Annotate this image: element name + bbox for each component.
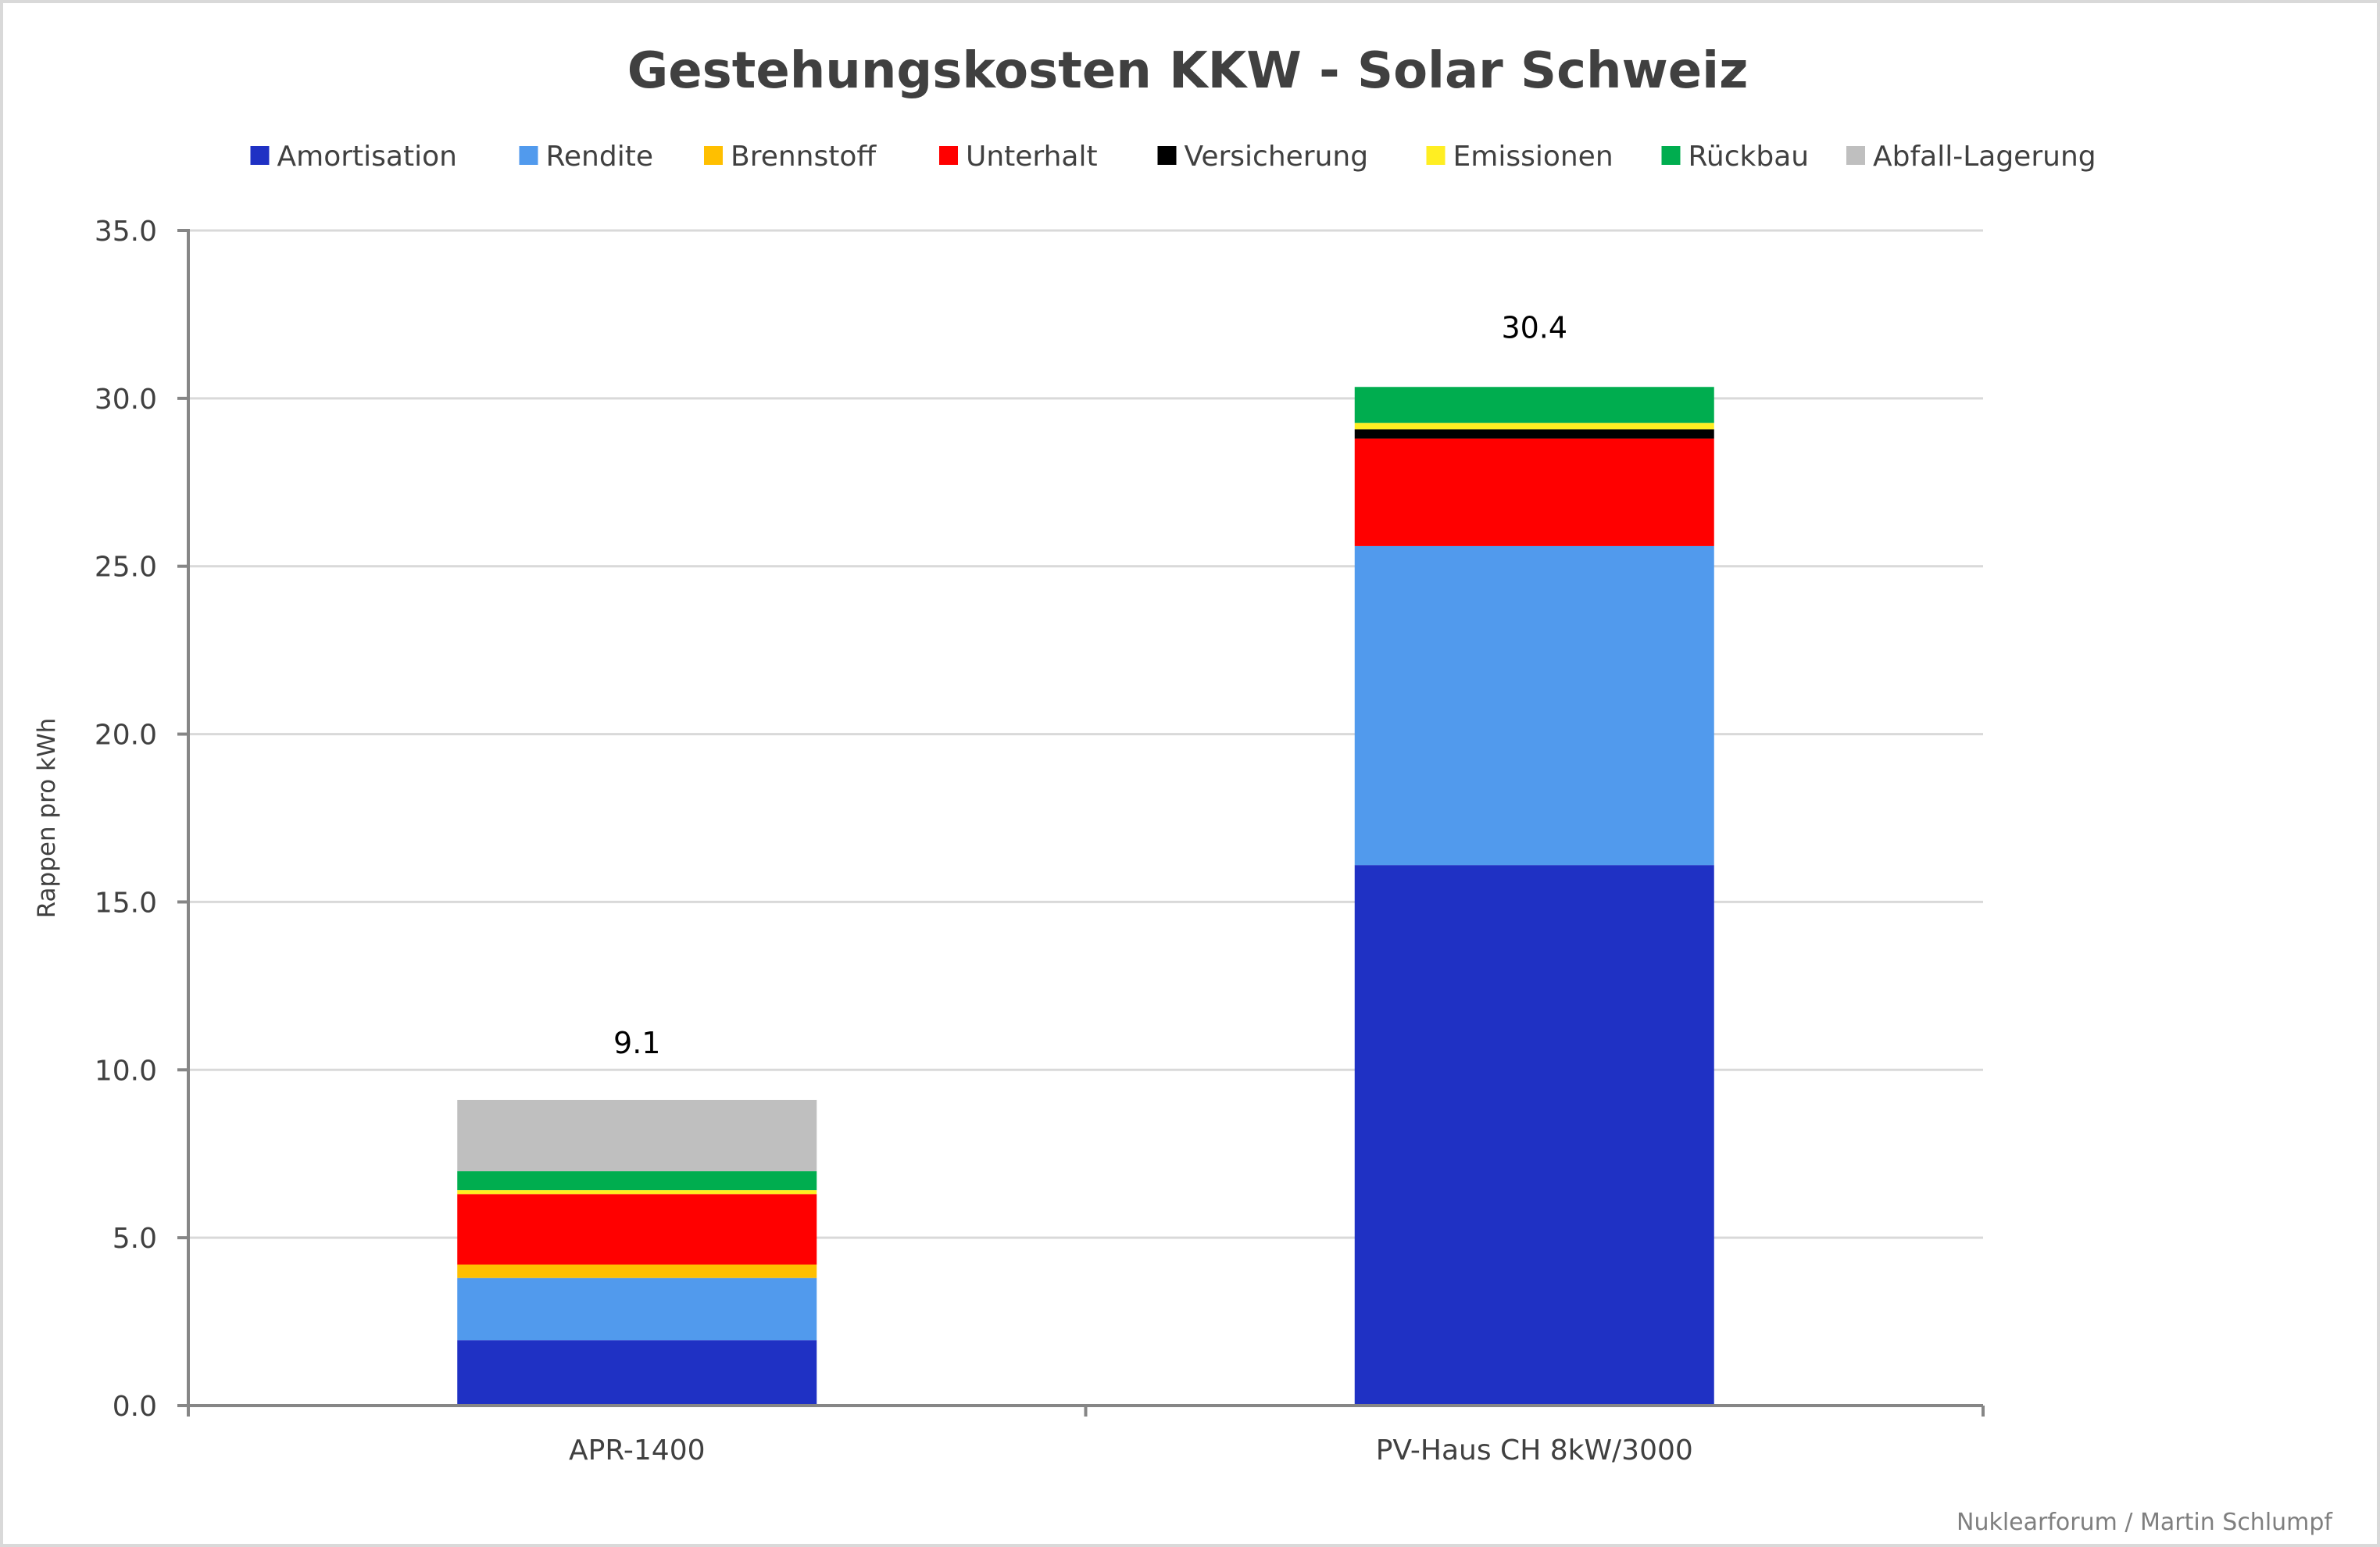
legend-label: Amortisation: [277, 141, 457, 173]
y-axis-title: Rappen pro kWh: [33, 718, 61, 919]
bar-stack-0: [457, 1099, 817, 1406]
legend: Amortisation Rendite Brennstoff Unterhalt Ve…: [250, 141, 2096, 173]
legend-item-amortisation: Amortisation: [250, 141, 457, 173]
bar-segment-r-ckbau: [457, 1171, 817, 1191]
legend-label: Rückbau: [1689, 141, 1810, 173]
legend-item-unterhalt: Unterhalt: [939, 141, 1098, 173]
y-tick-label: 20.0: [95, 720, 157, 752]
legend-item-rendite: Rendite: [519, 141, 653, 173]
legend-swatch: [519, 146, 538, 165]
legend-label: Abfall-Lagerung: [1873, 141, 2096, 173]
legend-label: Emissionen: [1453, 141, 1613, 173]
bar-segment-rendite: [1354, 545, 1714, 866]
bar-stack-1: [1354, 387, 1714, 1406]
legend-label: Rendite: [546, 141, 653, 173]
y-tick-label: 0.0: [113, 1391, 157, 1423]
bar-segment-emissionen: [457, 1190, 817, 1195]
source-note: Nuklearforum / Martin Schlumpf: [1957, 1509, 2333, 1536]
data-labels: 9.1 30.4: [613, 311, 1567, 1060]
bar-segment-rendite: [457, 1277, 817, 1341]
legend-label: Unterhalt: [966, 141, 1098, 173]
legend-label: Versicherung: [1185, 141, 1369, 173]
bar-segment-amortisation: [1354, 865, 1714, 1406]
legend-swatch: [1661, 146, 1681, 165]
bars: [457, 387, 1714, 1406]
total-label: 30.4: [1501, 311, 1567, 345]
legend-label: Brennstoff: [731, 141, 877, 173]
y-tick-label: 30.0: [95, 384, 157, 416]
bar-segment-r-ckbau: [1354, 387, 1714, 423]
x-tick-label: APR-1400: [569, 1434, 706, 1467]
legend-item-r-ckbau: Rückbau: [1661, 141, 1810, 173]
legend-swatch: [1426, 146, 1446, 165]
bar-segment-abfall-lagerung: [457, 1099, 817, 1172]
bar-segment-emissionen: [1354, 423, 1714, 430]
legend-item-brennstoff: Brennstoff: [704, 141, 877, 173]
x-tick-label: PV-Haus CH 8kW/3000: [1376, 1434, 1693, 1467]
y-tick-label: 5.0: [113, 1223, 157, 1255]
chart-title: Gestehungskosten KKW - Solar Schweiz: [627, 42, 1749, 100]
bar-segment-unterhalt: [457, 1194, 817, 1265]
legend-swatch: [1846, 146, 1865, 165]
bar-segment-brennstoff: [457, 1264, 817, 1278]
x-axis: APR-1400 PV-Haus CH 8kW/3000: [187, 1404, 1985, 1467]
legend-item-versicherung: Versicherung: [1157, 141, 1369, 173]
legend-swatch: [250, 146, 270, 165]
legend-swatch: [939, 146, 958, 165]
y-tick-label: 35.0: [95, 216, 157, 248]
y-axis: 0.0 5.0 10.0 15.0 20.0 25.0 30.0 35.0: [95, 216, 190, 1423]
total-label: 9.1: [613, 1026, 660, 1060]
legend-item-emissionen: Emissionen: [1426, 141, 1613, 173]
bar-segment-amortisation: [457, 1340, 817, 1406]
y-tick-label: 15.0: [95, 887, 157, 919]
bar-segment-unterhalt: [1354, 438, 1714, 546]
legend-swatch: [704, 146, 723, 165]
y-tick-label: 10.0: [95, 1055, 157, 1087]
legend-item-abfall-lagerung: Abfall-Lagerung: [1846, 141, 2096, 173]
bar-segment-versicherung: [1354, 429, 1714, 439]
legend-swatch: [1157, 146, 1177, 165]
y-tick-label: 25.0: [95, 552, 157, 584]
